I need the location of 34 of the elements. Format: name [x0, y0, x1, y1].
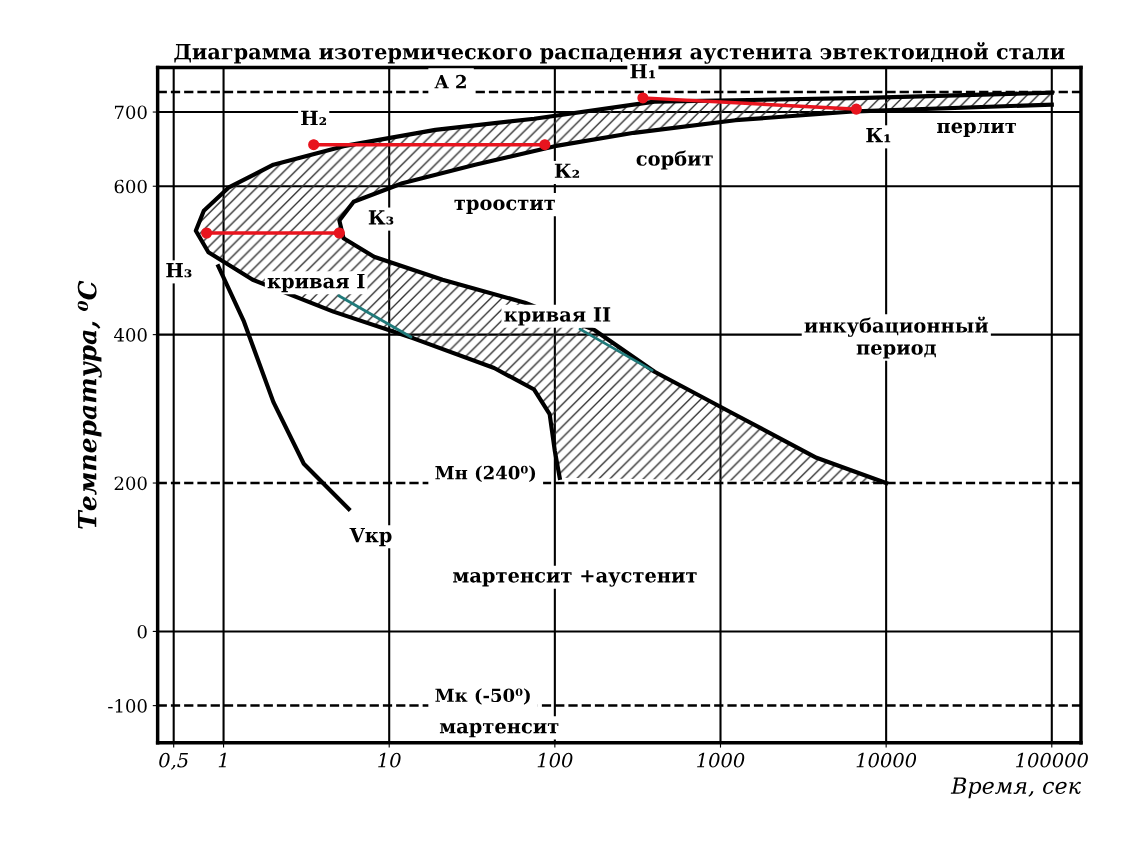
- annotation: Vкр: [349, 527, 392, 547]
- y-tick-label: 700: [114, 105, 147, 120]
- annotation: инкубационный период: [804, 316, 989, 359]
- annotation: Н₃: [166, 263, 192, 278]
- annotation: мартенсит +аустенит: [453, 570, 697, 587]
- y-tick-label: 400: [114, 328, 147, 342]
- y-tick-label: -100: [108, 699, 147, 713]
- x-tick-label: 10: [378, 752, 401, 768]
- annotation: троостит: [454, 199, 555, 214]
- x-tick-label: 1: [218, 752, 226, 768]
- y-tick-label: 0: [137, 624, 147, 639]
- y-tick-label: 600: [114, 179, 147, 194]
- ref-line-label: Мк (-50⁰): [435, 688, 530, 705]
- annotation: перлит: [937, 122, 1016, 138]
- annotation: кривая I: [267, 273, 365, 293]
- annotation: Н₂: [301, 110, 327, 126]
- annotation: К₁: [866, 128, 891, 143]
- annotation: Н₁: [630, 64, 655, 79]
- x-tick-label: 10000: [856, 752, 917, 768]
- y-tick-label: 200: [114, 476, 147, 491]
- annotation: мартенсит: [439, 722, 559, 738]
- y-axis-title: Температура, ⁰C: [77, 280, 102, 529]
- annotation: сорбит: [636, 150, 713, 170]
- ref-line-label: A 2: [434, 74, 466, 89]
- annotation: К₃: [368, 210, 394, 225]
- annotation: К₂: [554, 163, 580, 178]
- x-tick-label: 1000: [697, 752, 745, 768]
- x-tick-label: 100: [537, 752, 573, 768]
- ref-line-label: Мн (240⁰): [435, 465, 536, 483]
- x-tick-label: 0,5: [159, 752, 188, 770]
- x-tick-label: 100000: [1016, 752, 1088, 768]
- chart-title: Диаграмма изотермического распадения аустенита эвтектоидной стали: [174, 42, 1065, 64]
- annotation: кривая II: [504, 307, 611, 326]
- x-axis-title: Время, сек: [950, 777, 1081, 799]
